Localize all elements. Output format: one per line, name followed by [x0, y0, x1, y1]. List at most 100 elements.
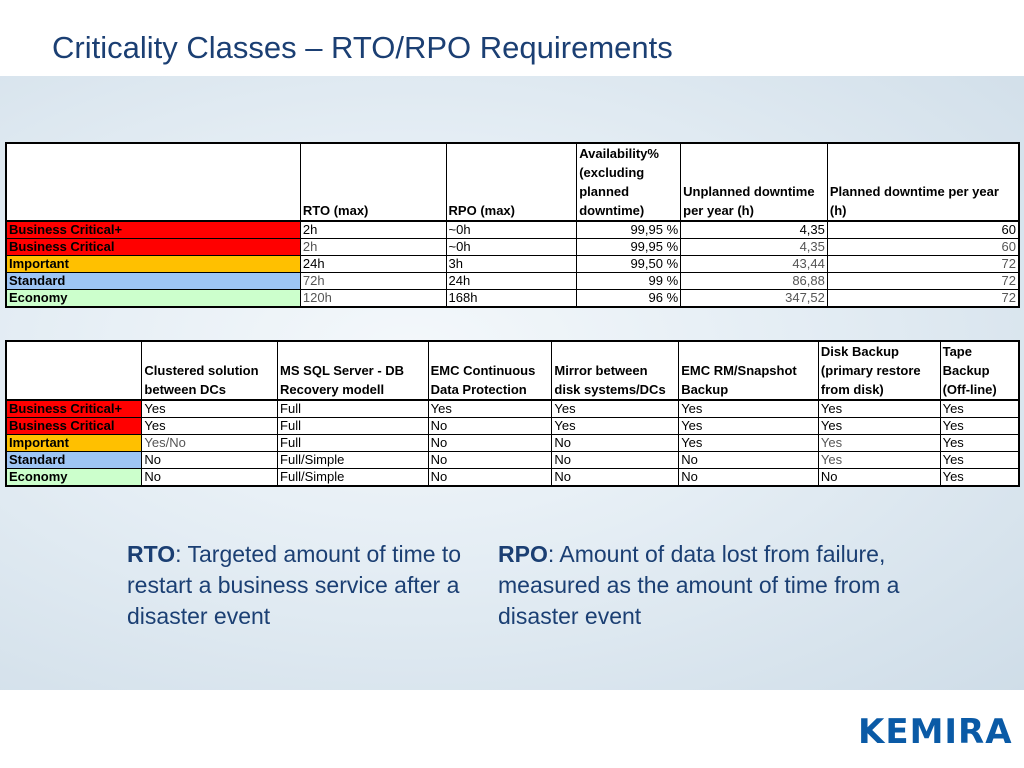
table-cell: No	[678, 468, 819, 487]
rpo-cell: 168h	[445, 289, 578, 308]
table-cell: No	[817, 468, 941, 487]
class-label: Business Critical	[4, 238, 301, 256]
table-row: Business Critical 2h ~0h 99,95 % 4,35 60	[4, 238, 1020, 256]
kemira-logo: KEMIRA	[858, 712, 1013, 752]
table-cell: No	[427, 417, 553, 435]
table-cell: Yes	[678, 417, 819, 435]
class-label: Standard	[4, 272, 301, 290]
header-mirror: Mirror between disk systems/DCs	[551, 340, 680, 401]
class-label: Business Critical+	[4, 220, 301, 239]
table-cell: Yes	[817, 434, 941, 452]
table-cell: Full	[277, 417, 429, 435]
rpo-term: RPO	[498, 541, 548, 567]
table-cell: Yes	[817, 417, 941, 435]
table-cell: Yes	[939, 451, 1020, 469]
header-rpo-max: RPO (max)	[445, 142, 578, 222]
backup-solutions-table: Clustered solution between DCs MS SQL Se…	[5, 340, 1020, 487]
header-planned-downtime: Planned downtime per year (h)	[826, 142, 1020, 222]
class-label: Economy	[4, 289, 301, 308]
class-label: Standard	[5, 451, 143, 469]
rto-cell: 72h	[299, 272, 447, 290]
class-label: Important	[4, 255, 301, 273]
availability-cell: 99 %	[576, 272, 682, 290]
rto-definition: RTO: Targeted amount of time to restart …	[127, 539, 472, 632]
table-cell: Yes	[678, 399, 819, 418]
table-cell: Yes/No	[141, 434, 279, 452]
table-cell: No	[427, 468, 553, 487]
table-cell: Full	[277, 399, 429, 418]
unplanned-cell: 347,52	[680, 289, 828, 308]
rpo-cell: 3h	[445, 255, 578, 273]
rpo-definition: RPO: Amount of data lost from failure, m…	[498, 539, 918, 632]
table-cell: Yes	[817, 399, 941, 418]
rto-term: RTO	[127, 541, 176, 567]
slide-title: Criticality Classes – RTO/RPO Requiremen…	[52, 30, 673, 65]
table-cell: Yes	[678, 434, 819, 452]
planned-cell: 60	[826, 220, 1020, 239]
table-cell: Full/Simple	[277, 468, 429, 487]
table-cell: Yes	[551, 417, 680, 435]
rto-cell: 2h	[299, 220, 447, 239]
unplanned-cell: 86,88	[680, 272, 828, 290]
table-cell: No	[551, 434, 680, 452]
header-emc-cdp: EMC Continuous Data Protection	[427, 340, 553, 401]
rto-rpo-table: RTO (max) RPO (max) Availability% (exclu…	[4, 142, 1020, 308]
header-rto-max: RTO (max)	[299, 142, 447, 222]
header-tape-backup: Tape Backup (Off-line)	[939, 340, 1020, 401]
table-cell: Yes	[817, 451, 941, 469]
unplanned-cell: 4,35	[680, 220, 828, 239]
table-row: Important 24h 3h 99,50 % 43,44 72	[4, 255, 1020, 273]
header-blank	[5, 340, 143, 401]
table-row: Business Critical+ 2h ~0h 99,95 % 4,35 6…	[4, 220, 1020, 239]
class-label: Economy	[5, 468, 143, 487]
header-emc-snapshot: EMC RM/Snapshot Backup	[678, 340, 819, 401]
rpo-cell: 24h	[445, 272, 578, 290]
table-cell: No	[551, 451, 680, 469]
availability-cell: 96 %	[576, 289, 682, 308]
table-row: Economy 120h 168h 96 % 347,52 72	[4, 289, 1020, 308]
table-cell: No	[427, 434, 553, 452]
availability-cell: 99,50 %	[576, 255, 682, 273]
table-row: Standard 72h 24h 99 % 86,88 72	[4, 272, 1020, 290]
rpo-cell: ~0h	[445, 220, 578, 239]
table-cell: Full	[277, 434, 429, 452]
header-blank	[4, 142, 301, 222]
table-row: Business Critical Yes Full No Yes Yes Ye…	[5, 417, 1020, 435]
rto-cell: 120h	[299, 289, 447, 308]
header-ms-sql-recovery: MS SQL Server - DB Recovery modell	[277, 340, 429, 401]
table-row: Important Yes/No Full No No Yes Yes Yes	[5, 434, 1020, 452]
table-row: Economy No Full/Simple No No No No Yes	[5, 468, 1020, 487]
table-cell: No	[427, 451, 553, 469]
table-cell: Yes	[427, 399, 553, 418]
planned-cell: 60	[826, 238, 1020, 256]
table-cell: No	[678, 451, 819, 469]
table-cell: Yes	[141, 399, 279, 418]
table-cell: Yes	[939, 468, 1020, 487]
availability-cell: 99,95 %	[576, 220, 682, 239]
table-cell: Yes	[551, 399, 680, 418]
class-label: Business Critical	[5, 417, 143, 435]
class-label: Business Critical+	[5, 399, 143, 418]
header-disk-backup: Disk Backup (primary restore from disk)	[817, 340, 941, 401]
rto-text: : Targeted amount of time to restart a b…	[127, 541, 462, 629]
table-cell: No	[551, 468, 680, 487]
table-cell: Yes	[939, 399, 1020, 418]
table-cell: No	[141, 451, 279, 469]
unplanned-cell: 43,44	[680, 255, 828, 273]
header-unplanned-downtime: Unplanned downtime per year (h)	[680, 142, 828, 222]
rto-cell: 24h	[299, 255, 447, 273]
table-cell: Full/Simple	[277, 451, 429, 469]
header-clustered-solution: Clustered solution between DCs	[141, 340, 279, 401]
rpo-cell: ~0h	[445, 238, 578, 256]
planned-cell: 72	[826, 272, 1020, 290]
availability-cell: 99,95 %	[576, 238, 682, 256]
rpo-text: : Amount of data lost from failure, meas…	[498, 541, 900, 629]
rto-cell: 2h	[299, 238, 447, 256]
table-cell: No	[141, 468, 279, 487]
table-row: Standard No Full/Simple No No No Yes Yes	[5, 451, 1020, 469]
table-cell: Yes	[141, 417, 279, 435]
planned-cell: 72	[826, 255, 1020, 273]
header-availability: Availability% (excluding planned downtim…	[576, 142, 682, 222]
planned-cell: 72	[826, 289, 1020, 308]
table-cell: Yes	[939, 417, 1020, 435]
